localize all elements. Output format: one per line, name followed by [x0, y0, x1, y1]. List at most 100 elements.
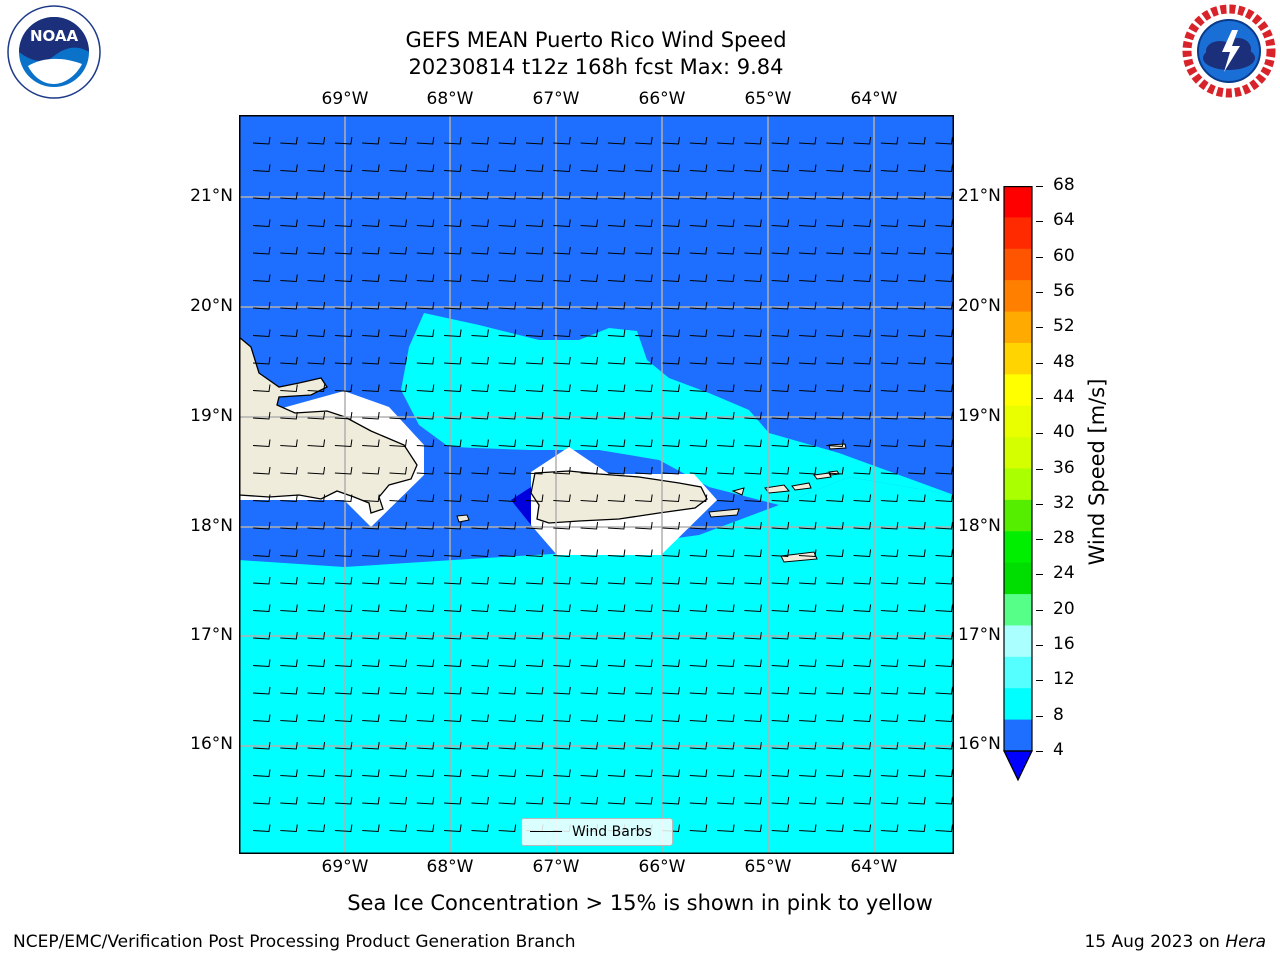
- wind-barb: [607, 384, 626, 393]
- wind-barb: [744, 714, 762, 723]
- legend-line-icon: [530, 831, 562, 832]
- wind-barb: [553, 604, 571, 613]
- wind-barb: [689, 384, 708, 393]
- wind-barb: [662, 494, 680, 503]
- wind-barb: [416, 686, 435, 695]
- wind-barb: [334, 329, 353, 338]
- wind-barb: [307, 164, 326, 173]
- wind-barb: [689, 191, 708, 200]
- wind-barb: [580, 714, 599, 723]
- wind-barb: [280, 631, 298, 640]
- wind-barb: [444, 631, 462, 640]
- wind-barb: [280, 494, 298, 503]
- wind-barb: [416, 274, 435, 283]
- wind-barb: [280, 246, 298, 255]
- wind-barb: [744, 604, 762, 613]
- wind-barb: [416, 824, 435, 833]
- wind-barb: [880, 439, 899, 448]
- wind-barb: [553, 411, 571, 420]
- wind-barb: [389, 246, 407, 255]
- colorbar-segment: [1004, 405, 1032, 438]
- wind-barb: [662, 439, 680, 448]
- wind-barb: [635, 604, 653, 613]
- wind-barb: [525, 164, 544, 173]
- wind-barb: [908, 521, 926, 530]
- wind-barb: [498, 494, 517, 503]
- wind-barb: [853, 136, 872, 145]
- wind-barb: [471, 301, 489, 310]
- wind-barb: [525, 136, 544, 145]
- wind-barb: [880, 356, 899, 365]
- wind-barb: [444, 659, 462, 668]
- wind-barb: [525, 356, 544, 365]
- wind-barb: [252, 191, 271, 200]
- wind-barb: [826, 301, 844, 310]
- wind-barb: [416, 301, 435, 310]
- wind-barb: [798, 631, 817, 640]
- wind-barb: [771, 301, 790, 310]
- wind-barb: [935, 576, 953, 585]
- wind-barb: [498, 576, 517, 585]
- wind-barb: [935, 824, 953, 833]
- colorbar-tick-mark: [1036, 680, 1043, 682]
- wind-barb: [498, 659, 517, 668]
- wind-barb: [498, 274, 517, 283]
- wind-barb: [525, 219, 544, 228]
- wind-barb: [717, 521, 735, 530]
- wind-barb: [471, 796, 489, 805]
- wind-barb: [525, 191, 544, 200]
- wind-barb: [880, 549, 899, 558]
- colorbar-segment: [1004, 280, 1032, 313]
- wind-barb: [826, 686, 844, 695]
- wind-barb: [307, 686, 326, 695]
- wind-barb: [607, 411, 626, 420]
- wind-barb: [580, 576, 599, 585]
- wind-barb: [252, 604, 271, 613]
- wind-barb: [525, 741, 544, 750]
- wind-barb: [853, 714, 872, 723]
- wind-barb: [444, 521, 462, 530]
- wind-barb: [444, 714, 462, 723]
- wind-barb: [280, 384, 298, 393]
- wind-barb: [908, 494, 926, 503]
- wind-barb: [471, 714, 489, 723]
- wind-barb: [334, 164, 353, 173]
- wind-barb: [525, 384, 544, 393]
- wind-barb: [498, 824, 517, 833]
- wind-barb: [771, 631, 790, 640]
- wind-barb: [689, 136, 708, 145]
- wind-barb: [362, 301, 380, 310]
- wind-barb: [717, 576, 735, 585]
- wind-barb: [689, 796, 708, 805]
- colorbar-tick-mark: [1036, 574, 1043, 576]
- wind-barb: [853, 356, 872, 365]
- wind-barb: [689, 164, 708, 173]
- wind-barb: [416, 329, 435, 338]
- wind-barb: [908, 604, 926, 613]
- lat-label-right: 20°N: [958, 296, 1001, 316]
- wind-barb: [798, 741, 817, 750]
- nws-logo: [1180, 2, 1278, 100]
- wind-barb: [853, 824, 872, 833]
- legend-label: Wind Barbs: [572, 824, 652, 840]
- wind-barb: [307, 329, 326, 338]
- wind-barb: [362, 549, 380, 558]
- wind-barb: [362, 274, 380, 283]
- wind-barb: [362, 356, 380, 365]
- wind-barb: [607, 246, 626, 255]
- wind-barb: [252, 659, 271, 668]
- wind-barb: [744, 741, 762, 750]
- colorbar-segment: [1004, 248, 1032, 281]
- wind-barb: [252, 631, 271, 640]
- wind-barb: [444, 796, 462, 805]
- footer-date-text: 15 Aug 2023 on: [1084, 932, 1220, 952]
- wind-barb: [908, 796, 926, 805]
- wind-barb: [717, 824, 735, 833]
- wind-barb: [853, 246, 872, 255]
- wind-barb: [553, 301, 571, 310]
- wind-barb: [553, 466, 571, 475]
- wind-barb: [798, 466, 817, 475]
- wind-barb: [389, 576, 407, 585]
- wind-barb: [307, 466, 326, 475]
- wind-barb: [498, 604, 517, 613]
